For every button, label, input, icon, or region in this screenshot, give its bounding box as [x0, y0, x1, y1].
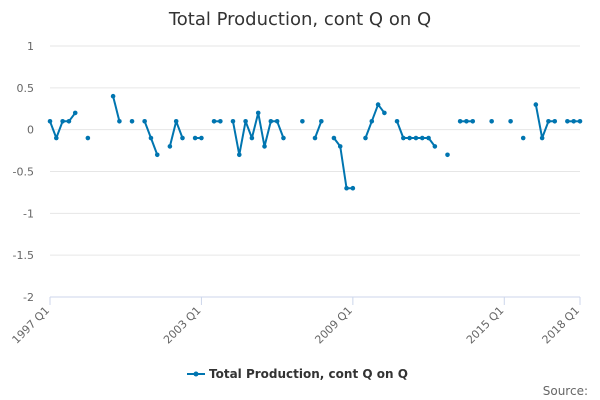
legend-point-marker [193, 371, 199, 377]
data-point[interactable] [142, 119, 147, 124]
data-point[interactable] [262, 144, 267, 149]
data-point[interactable] [148, 135, 154, 141]
y-axis: 1 0.5 0 -0.5 -1 -1.5 -2 [13, 40, 34, 304]
data-point[interactable] [382, 110, 387, 116]
data-point[interactable] [255, 110, 261, 116]
series-line [314, 120, 323, 139]
data-point[interactable] [230, 119, 236, 124]
chart-title: Total Production, cont Q on Q [168, 9, 431, 30]
series-line [364, 103, 386, 139]
series-group [47, 93, 583, 191]
data-point[interactable] [300, 119, 305, 124]
data-point[interactable] [344, 185, 349, 191]
data-point[interactable] [192, 135, 198, 141]
data-point[interactable] [337, 144, 343, 149]
series-line [49, 112, 77, 140]
data-point[interactable] [60, 119, 65, 124]
data-point[interactable] [445, 152, 450, 158]
data-point[interactable] [363, 135, 368, 141]
data-point[interactable] [432, 144, 438, 149]
y-tick-label: 0 [27, 124, 34, 137]
data-point[interactable] [457, 119, 463, 124]
data-point[interactable] [546, 119, 551, 124]
y-tick-label: -1.5 [13, 249, 34, 262]
y-tick-label: -0.5 [13, 166, 34, 179]
legend[interactable]: Total Production, cont Q on Q [187, 367, 408, 381]
series-line [396, 120, 436, 148]
data-point[interactable] [520, 135, 526, 141]
x-tick-label: 1997 Q1 [10, 304, 53, 347]
data-point[interactable] [110, 93, 116, 99]
data-point[interactable] [508, 119, 513, 124]
data-point[interactable] [577, 119, 583, 124]
x-tick-label: 2015 Q1 [464, 304, 507, 347]
data-point[interactable] [249, 135, 255, 141]
data-point[interactable] [173, 119, 179, 124]
data-point[interactable] [180, 135, 185, 141]
data-point[interactable] [464, 119, 469, 124]
series-line [168, 120, 184, 147]
x-tick-label: 2009 Q1 [312, 304, 355, 347]
series-line [534, 104, 555, 140]
data-point[interactable] [274, 119, 280, 124]
data-point[interactable] [375, 102, 381, 107]
x-tick-label: 2003 Q1 [161, 304, 204, 347]
legend-label: Total Production, cont Q on Q [209, 367, 408, 381]
y-tick-label: 1 [27, 40, 34, 53]
data-point[interactable] [533, 102, 539, 107]
data-point[interactable] [565, 119, 570, 124]
data-point[interactable] [407, 135, 412, 141]
grid [50, 45, 580, 298]
data-point[interactable] [211, 119, 217, 124]
data-point[interactable] [319, 119, 324, 124]
data-point[interactable] [281, 135, 286, 141]
y-tick-label: -1 [23, 207, 34, 220]
source-label: Source: [543, 384, 588, 398]
data-point[interactable] [331, 135, 337, 141]
data-point[interactable] [218, 119, 223, 124]
x-axis: 1997 Q1 2003 Q1 2009 Q1 2015 Q1 2018 Q1 [10, 296, 583, 347]
data-point[interactable] [154, 152, 160, 158]
data-point[interactable] [413, 135, 419, 141]
data-point[interactable] [571, 119, 576, 124]
data-point[interactable] [66, 119, 72, 124]
series-line [112, 95, 121, 122]
series-line [231, 111, 285, 156]
data-point[interactable] [54, 135, 59, 141]
data-point[interactable] [350, 185, 356, 191]
data-point[interactable] [369, 119, 375, 124]
data-point[interactable] [419, 135, 425, 141]
data-point[interactable] [85, 135, 91, 141]
data-point[interactable] [167, 144, 173, 149]
data-point[interactable] [489, 119, 494, 124]
data-point[interactable] [394, 119, 400, 124]
data-point[interactable] [236, 152, 242, 158]
data-point[interactable] [312, 135, 318, 141]
data-point[interactable] [470, 119, 476, 124]
data-point[interactable] [401, 135, 406, 141]
y-tick-label: -2 [23, 291, 34, 304]
data-point[interactable] [552, 119, 558, 124]
data-point[interactable] [117, 119, 122, 124]
x-tick-label: 2018 Q1 [540, 304, 583, 347]
data-point[interactable] [268, 119, 274, 124]
data-point[interactable] [539, 135, 545, 141]
data-point[interactable] [129, 119, 135, 124]
series-line [333, 137, 353, 190]
data-point[interactable] [72, 110, 78, 116]
data-point[interactable] [199, 135, 204, 141]
y-tick-label: 0.5 [17, 82, 35, 95]
data-point[interactable] [47, 119, 53, 124]
data-point[interactable] [426, 135, 431, 141]
data-point[interactable] [243, 119, 248, 124]
